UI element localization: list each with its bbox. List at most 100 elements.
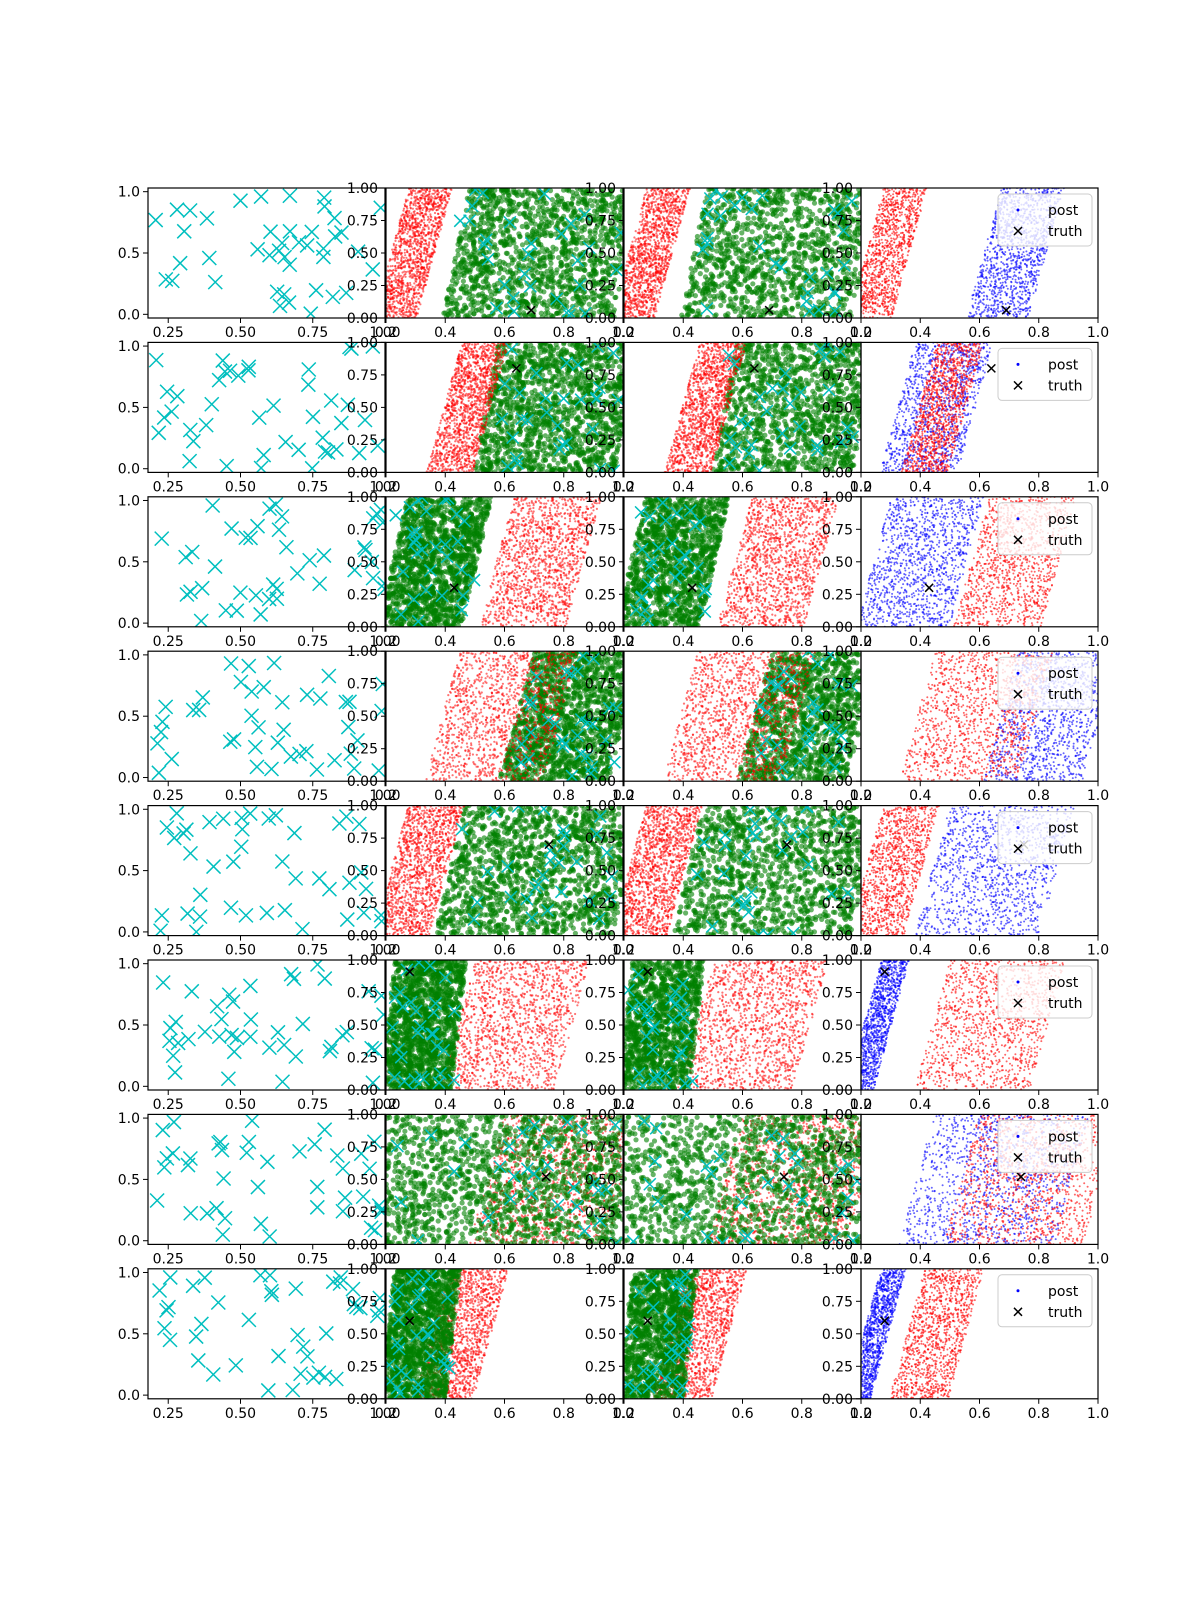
post-point-red	[682, 192, 684, 194]
post-point-red	[659, 296, 661, 298]
post-point-green	[722, 280, 727, 285]
post-point-green	[461, 279, 466, 284]
post-point-red	[404, 249, 406, 251]
post-point-red	[439, 220, 441, 222]
post-point-red	[646, 294, 648, 296]
post-point-green	[821, 199, 826, 204]
post-point-green	[765, 262, 770, 267]
post-point-red	[648, 260, 650, 262]
post-point-red	[435, 222, 437, 224]
post-point-red	[422, 277, 424, 279]
post-point-red	[640, 231, 642, 233]
post-point-green	[485, 268, 490, 273]
post-point-red	[422, 215, 424, 217]
post-point-red	[414, 275, 416, 277]
post-point-red	[421, 202, 423, 204]
post-point-red	[651, 267, 653, 269]
post-point-green	[505, 270, 510, 275]
post-point-red	[438, 216, 440, 218]
post-point-green	[802, 251, 807, 256]
post-point-red	[420, 243, 422, 245]
y-tick-label: 1.00	[347, 181, 378, 197]
post-point-red	[418, 292, 420, 294]
post-point-red	[430, 261, 432, 263]
post-point-red	[437, 227, 439, 229]
post-point-red	[647, 243, 649, 245]
post-point-green	[761, 297, 766, 302]
post-point-green	[495, 281, 500, 286]
post-point-red	[645, 232, 647, 234]
post-point-red	[634, 240, 636, 242]
post-point-green	[789, 250, 794, 255]
post-point-red	[428, 255, 430, 257]
post-point-green	[765, 224, 770, 229]
post-point-red	[645, 279, 647, 281]
post-point-green	[703, 260, 708, 265]
post-point-red	[403, 294, 405, 296]
post-point-red	[430, 208, 432, 210]
post-point-green	[751, 216, 756, 221]
post-point-green	[762, 283, 767, 288]
post-point-green	[720, 292, 725, 297]
post-point-red	[628, 272, 630, 274]
post-point-red	[400, 308, 402, 310]
post-point-green	[462, 290, 467, 295]
post-point-green	[719, 205, 724, 210]
post-point-red	[394, 274, 396, 276]
post-point-red	[663, 196, 665, 198]
post-point-red	[441, 198, 443, 200]
post-point-red	[417, 308, 419, 310]
x-tick-label: 0.25	[153, 325, 184, 341]
post-point-red	[664, 223, 666, 225]
post-point-green	[853, 267, 858, 272]
post-point-green	[727, 192, 732, 197]
post-point-red	[660, 205, 662, 207]
post-point-red	[400, 275, 402, 277]
post-point-green	[537, 204, 542, 209]
post-point-red	[663, 199, 665, 201]
post-point-green	[726, 231, 731, 236]
post-point-red	[403, 240, 405, 242]
post-point-green	[725, 243, 730, 248]
post-point-red	[426, 275, 428, 277]
post-point-red	[427, 219, 429, 221]
post-point-red	[662, 281, 664, 283]
post-point-red	[631, 241, 633, 243]
post-point-red	[680, 195, 682, 197]
post-point-green	[703, 297, 708, 302]
post-point-red	[405, 314, 407, 316]
post-point-green	[606, 235, 611, 240]
post-point-red	[663, 265, 665, 267]
post-point-red	[406, 295, 408, 297]
post-point-green	[784, 217, 789, 222]
post-point-green	[549, 220, 554, 225]
post-point-red	[428, 246, 430, 248]
sample-cross	[283, 258, 297, 272]
post-point-green	[810, 246, 815, 251]
post-point-red	[661, 224, 663, 226]
post-point-red	[398, 262, 400, 264]
post-point-green	[593, 263, 598, 268]
post-point-red	[419, 262, 421, 264]
post-point-red	[405, 257, 407, 259]
post-point-red	[645, 266, 647, 268]
post-point-red	[653, 249, 655, 251]
post-point-red	[399, 235, 401, 237]
post-point-green	[525, 224, 530, 229]
post-point-green	[545, 220, 550, 225]
post-point-green	[779, 221, 784, 226]
post-point-red	[390, 265, 392, 267]
post-point-red	[400, 314, 402, 316]
post-point-green	[557, 310, 562, 315]
post-point-red	[417, 198, 419, 200]
post-point-green	[471, 243, 476, 248]
post-point-green	[548, 212, 553, 217]
post-point-red	[662, 266, 664, 268]
post-point-green	[763, 230, 768, 235]
post-point-red	[668, 206, 670, 208]
post-point-red	[668, 223, 670, 225]
post-point-green	[595, 199, 600, 204]
post-point-red	[430, 232, 432, 234]
post-point-green	[697, 288, 702, 293]
post-point-red	[401, 292, 403, 294]
